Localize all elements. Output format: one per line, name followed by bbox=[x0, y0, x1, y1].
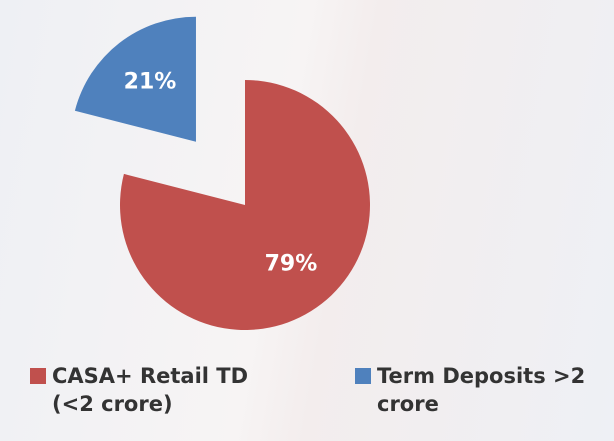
legend-item: Term Deposits >2 crore bbox=[355, 362, 595, 418]
data-label: 79% bbox=[265, 251, 318, 276]
legend-swatch bbox=[355, 368, 371, 384]
legend-label: CASA+ Retail TD (<2 crore) bbox=[52, 364, 249, 416]
pie-slice bbox=[120, 80, 371, 331]
legend-label: Term Deposits >2 crore bbox=[377, 364, 586, 416]
pie-slice bbox=[74, 16, 196, 142]
legend-item: CASA+ Retail TD (<2 crore) bbox=[30, 362, 280, 418]
legend-swatch bbox=[30, 368, 46, 384]
data-label: 21% bbox=[124, 70, 177, 95]
